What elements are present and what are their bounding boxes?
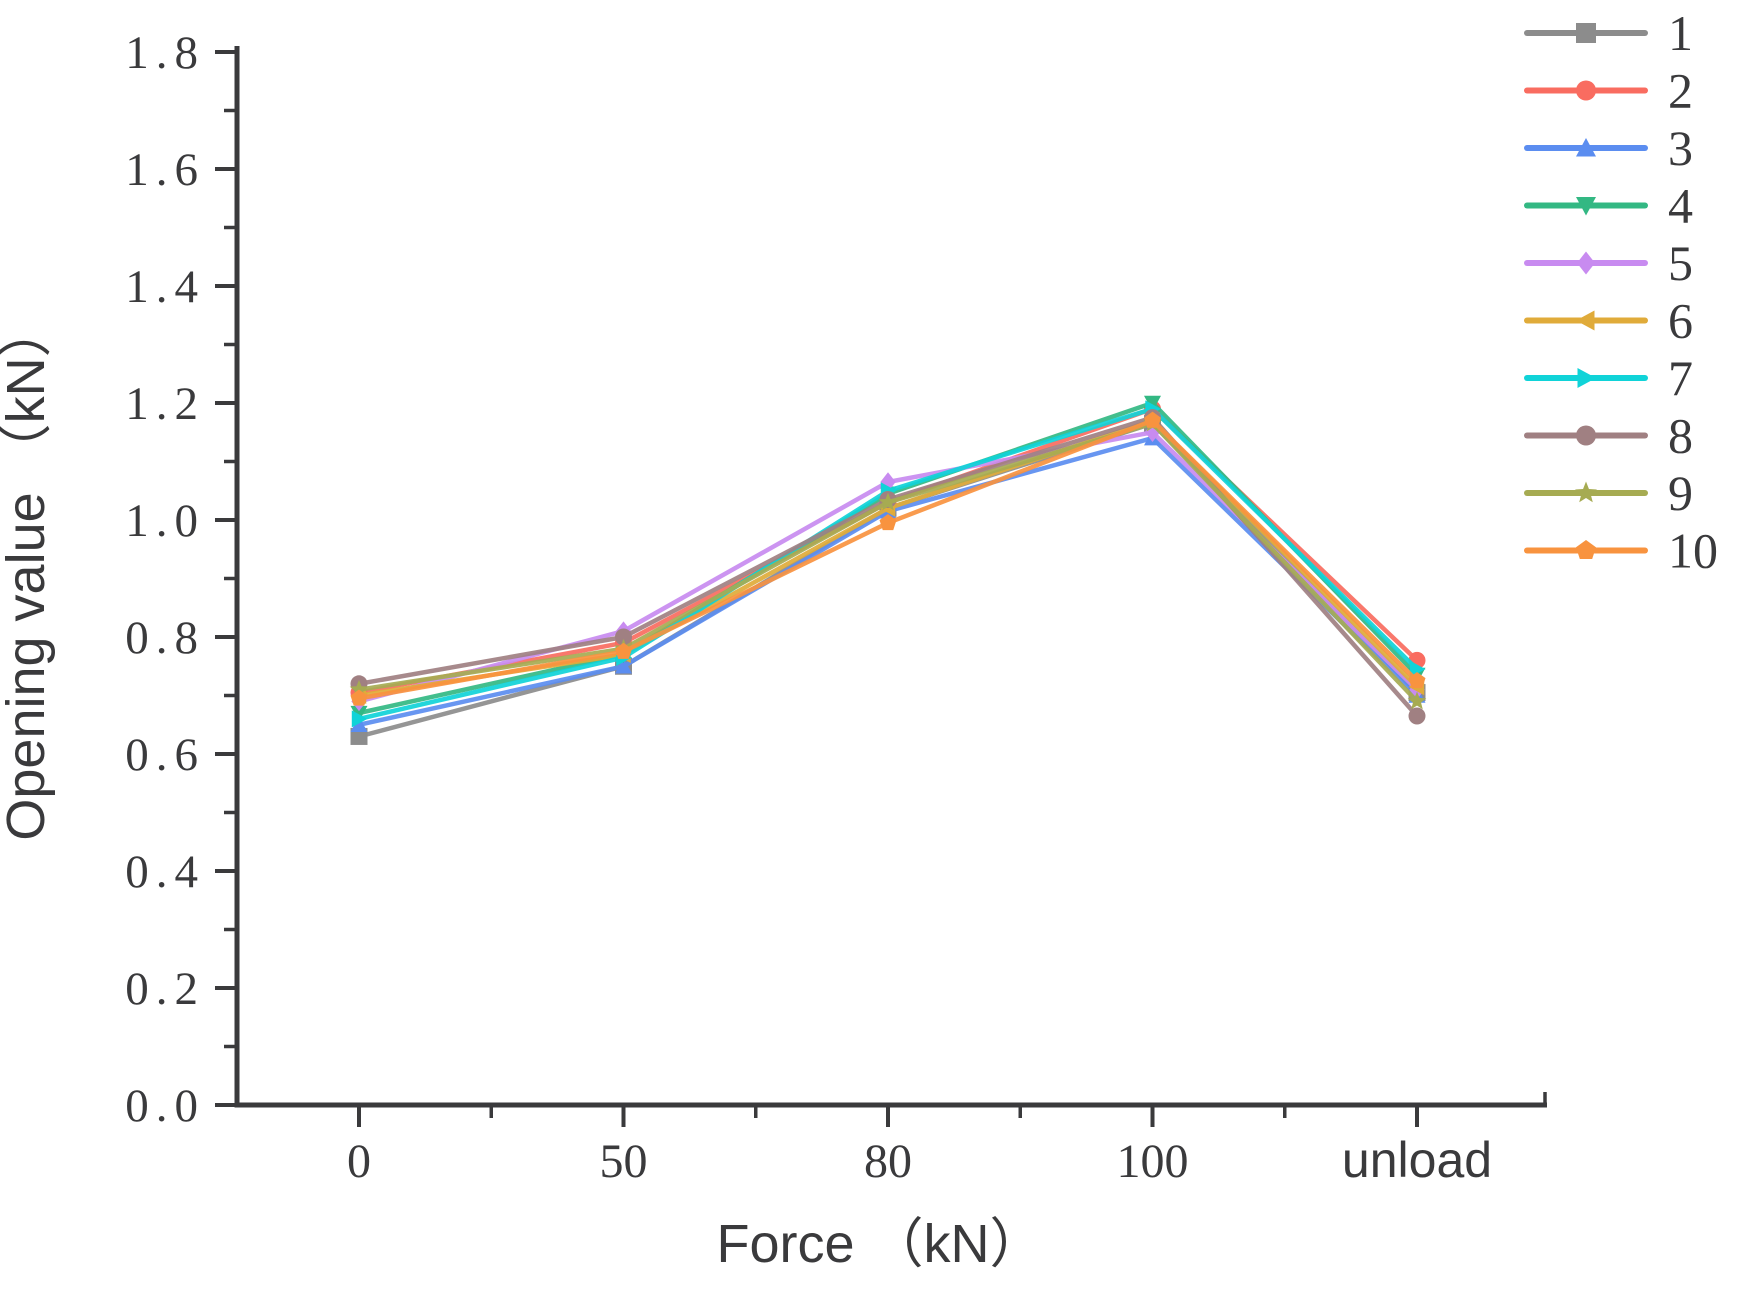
legend-label: 5 xyxy=(1668,235,1693,291)
legend-marker-pentagon-icon xyxy=(1576,540,1596,559)
axes: 0.0 0.2 0.4 0.6 0.8 1.0 1.2 1.4 1.6 1.8 0 50 80 100 un… xyxy=(0,27,1547,1274)
y-tick-label: 1.8 xyxy=(125,27,205,79)
x-tick-label: unload xyxy=(1342,1132,1492,1188)
series-marker-10 xyxy=(615,642,632,659)
legend-item-7: 7 xyxy=(1524,350,1693,406)
legend-marker-circle-icon xyxy=(1576,425,1596,446)
legend-marker-triangle-down-icon xyxy=(1576,197,1596,216)
x-axis-title: Force （kN） xyxy=(716,1214,1043,1274)
legend-label: 9 xyxy=(1668,465,1693,521)
series-marker-9 xyxy=(1407,691,1427,710)
legend-item-9: 9 xyxy=(1524,465,1693,521)
x-tick-label: 80 xyxy=(864,1135,912,1188)
series-marker-9 xyxy=(878,492,898,511)
y-tick-label: 0.8 xyxy=(125,612,205,664)
legend-marker-triangle-right-icon xyxy=(1577,368,1596,388)
legend-label: 3 xyxy=(1668,120,1693,176)
legend-item-5: 5 xyxy=(1524,235,1693,291)
y-tick-label: 0.6 xyxy=(125,729,205,781)
series-marker-3 xyxy=(615,657,632,674)
series-marker-10 xyxy=(1408,671,1426,689)
series-marker-10 xyxy=(1144,411,1161,428)
legend-marker-triangle-up-icon xyxy=(1576,138,1596,157)
series-1 xyxy=(350,414,1426,745)
legend-marker-square-icon xyxy=(1576,23,1596,43)
y-tick-label: 0.2 xyxy=(125,963,205,1015)
series-10 xyxy=(350,411,1426,706)
legend-item-3: 3 xyxy=(1524,120,1693,176)
series-marker-10 xyxy=(879,514,897,531)
y-tick-label: 0.4 xyxy=(125,846,205,898)
series-marker-8 xyxy=(1408,707,1426,725)
y-tick-label: 1.0 xyxy=(125,495,205,547)
y-tick-label: 1.2 xyxy=(125,378,205,430)
series-group xyxy=(349,395,1427,745)
x-tick-label: 0 xyxy=(347,1135,371,1188)
legend-marker-star-icon xyxy=(1575,481,1597,503)
legend-item-2: 2 xyxy=(1524,63,1693,119)
x-tick-label: 100 xyxy=(1117,1135,1189,1188)
legend-label: 6 xyxy=(1668,293,1693,349)
legend-marker-triangle-left-icon xyxy=(1576,310,1595,331)
x-ticks: 0 50 80 100 unload xyxy=(347,1092,1547,1188)
series-marker-7 xyxy=(351,710,368,728)
legend-item-8: 8 xyxy=(1524,408,1693,464)
legend-label: 8 xyxy=(1668,408,1693,464)
legend-label: 7 xyxy=(1668,350,1693,406)
legend-marker-diamond-icon xyxy=(1577,251,1595,275)
y-tick-label: 1.4 xyxy=(125,261,205,313)
legend-label: 10 xyxy=(1668,523,1718,579)
series-marker-8 xyxy=(615,628,632,646)
y-ticks: 0.0 0.2 0.4 0.6 0.8 1.0 1.2 1.4 1.6 1.8 xyxy=(125,27,237,1132)
series-line-2 xyxy=(356,406,1420,695)
y-axis-title: Opening value （kN） xyxy=(0,303,56,840)
series-marker-4 xyxy=(350,705,368,722)
legend-item-10: 10 xyxy=(1524,523,1718,579)
legend-marker-circle-icon xyxy=(1576,80,1596,101)
series-marker-4 xyxy=(1144,395,1161,412)
series-9 xyxy=(349,413,1427,710)
y-tick-label: 0.0 xyxy=(125,1080,205,1132)
series-marker-3 xyxy=(350,716,368,732)
series-marker-1 xyxy=(350,727,368,745)
series-marker-9 xyxy=(349,679,369,698)
series-marker-7 xyxy=(1409,660,1426,678)
legend-label: 1 xyxy=(1668,5,1693,61)
legend-label: 4 xyxy=(1668,178,1693,234)
legend-item-4: 4 xyxy=(1524,178,1693,234)
y-tick-label: 1.6 xyxy=(125,144,205,196)
legend-label: 2 xyxy=(1668,63,1693,119)
legend-item-1: 1 xyxy=(1524,5,1693,61)
series-marker-10 xyxy=(350,689,368,706)
x-tick-label: 50 xyxy=(600,1135,648,1188)
legend-item-6: 6 xyxy=(1524,293,1693,349)
